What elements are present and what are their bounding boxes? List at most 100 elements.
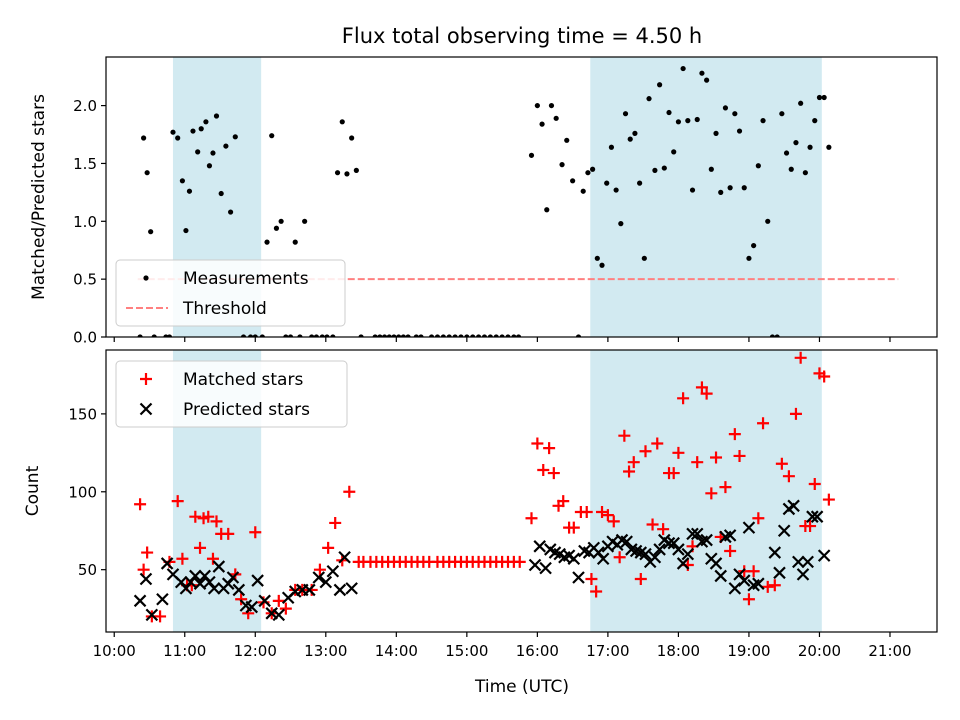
data-point [723,529,737,542]
data-point [671,149,677,155]
data-point [821,94,827,101]
data-point [283,334,289,337]
data-point [226,571,240,584]
data-point [458,334,464,337]
data-point [672,543,685,556]
data-point [637,180,643,186]
data-point [303,583,316,597]
bottom-panel: 10:00 11:00 12:00 13:00 14:00 15:00 16:00 17:00… [23,349,938,660]
data-point [543,442,556,455]
data-point [343,485,356,498]
data-point [222,527,235,540]
data-point [691,456,704,469]
data-point [464,334,470,337]
data-point [596,552,610,566]
data-point [493,334,499,337]
x-axis-label: Time (UTC) [474,677,569,697]
data-point [227,209,234,215]
legend-box [115,259,346,327]
chart-title: Flux total observing time = 4.50 h [342,24,702,48]
data-point [653,543,666,556]
data-point [232,583,246,597]
data-point [247,334,254,337]
data-point [794,351,807,364]
data-point [728,582,742,595]
data-point [330,334,336,337]
data-point [787,499,800,513]
x-tick-label: 16:00 [516,642,559,660]
data-point [171,495,184,508]
data-point [657,82,663,88]
data-point [775,457,788,470]
legend-label: Predicted stars [183,400,310,420]
data-point [700,533,713,547]
data-point [525,512,538,525]
data-point [751,242,757,249]
data-point [710,451,723,464]
data-point [372,334,378,337]
data-point [677,392,690,405]
data-point [405,334,411,337]
data-point [689,187,696,193]
data-point [210,150,216,156]
data-point [324,334,330,337]
series-0 [134,351,835,623]
data-point [718,189,724,195]
x-tick-label: 20:00 [798,642,841,660]
data-point [446,334,452,337]
data-point [627,456,640,469]
data-point [175,135,181,141]
data-point [727,185,733,191]
legend-label: Threshold [182,299,267,319]
data-point [345,582,358,595]
data-point [667,467,680,480]
data-point [564,137,570,143]
data-point [585,573,598,586]
data-point [528,152,535,158]
data-point [198,126,204,132]
y-tick-label: 2.0 [73,97,97,115]
data-point [313,563,326,576]
data-point [258,594,271,608]
data-point [240,334,247,337]
data-point [413,334,419,337]
data-point [662,536,676,550]
data-point [533,540,546,553]
data-point [353,167,359,173]
series-1 [133,499,831,622]
shaded-span-1 [590,57,822,337]
data-point [741,185,747,191]
data-point [547,467,560,480]
data-point [580,506,593,519]
data-point [714,569,728,583]
data-point [137,563,150,576]
data-point [202,510,215,523]
data-point [515,334,522,337]
data-point [601,509,614,522]
y-axis-label: Count [23,465,43,516]
data-point [632,130,638,136]
legend-marker [140,373,152,385]
data-point [623,465,636,478]
data-point [440,334,446,337]
data-point [694,116,700,123]
data-point [796,568,810,581]
data-point [747,565,760,578]
data-point [272,594,285,607]
data-point [737,574,751,587]
data-point [704,77,710,83]
data-point [793,140,799,146]
data-point [183,227,189,234]
x-tick-label: 17:00 [586,642,629,660]
data-point [333,583,347,597]
data-point [826,144,832,150]
data-point [722,105,729,111]
data-point [760,118,766,124]
data-point [713,130,719,136]
data-point [804,520,817,533]
data-point [505,334,511,337]
data-point [139,572,153,586]
data-point [686,527,699,541]
data-point [559,162,565,168]
